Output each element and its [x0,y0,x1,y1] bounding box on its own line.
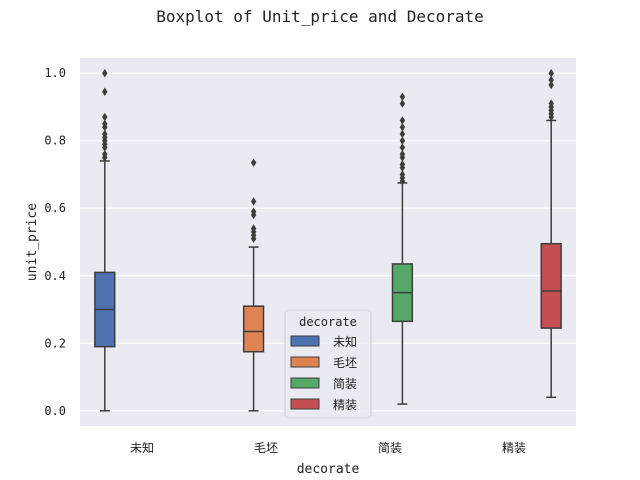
outlier-point [250,207,257,216]
x-tick-label: 简装 [378,441,402,455]
outlier-point [399,136,406,145]
outlier-point [250,224,257,233]
legend-label: 简装 [333,377,357,391]
y-tick-label: 0.2 [44,336,66,350]
y-axis-ticks: 0.0 0.2 0.4 0.6 0.8 1.0 [44,66,66,418]
x-tick-label: 未知 [130,441,154,455]
y-axis-label: unit_price [25,203,40,281]
outlier-point [399,123,406,132]
outlier-point [250,158,257,167]
outlier-point [102,129,108,139]
iqr-box [242,305,265,353]
y-tick-label: 0.0 [44,404,66,418]
legend-label: 毛坯 [333,356,357,370]
legend-swatch [290,398,320,410]
y-tick-label: 0.8 [44,134,66,148]
x-axis-ticks: 未知 毛坯 简装 精装 [130,441,526,455]
outlier-point [399,116,406,125]
outlier-point [102,119,108,129]
outlier-point [102,112,108,122]
outlier-point [399,150,406,159]
legend-title: decorate [299,315,357,329]
box-1 [94,68,116,412]
outlier-point [548,80,554,90]
box-2 [242,158,265,412]
outlier-point [102,87,108,96]
x-axis-label: decorate [297,462,360,477]
y-tick-label: 0.4 [44,269,66,283]
outlier-point [250,197,257,206]
x-tick-label: 毛坯 [254,441,278,455]
outlier-point [102,68,108,78]
box-3 [391,92,414,405]
y-tick-label: 0.6 [44,201,66,215]
legend-label: 未知 [333,335,357,349]
legend-swatch [290,335,320,347]
iqr-box [540,242,562,329]
outlier-point [399,92,406,102]
outlier-point [399,160,406,169]
outlier-point [548,75,554,85]
outlier-point [399,99,406,108]
outlier-point [548,99,554,108]
box-4 [540,68,562,399]
outlier-point [399,143,406,152]
outlier-point [399,170,406,179]
outlier-point [399,129,406,139]
legend-label: 精装 [333,398,357,412]
boxes [94,68,562,412]
outlier-point [102,150,108,159]
y-tick-label: 1.0 [44,66,66,80]
legend-swatch [290,377,320,389]
x-tick-label: 精装 [502,441,526,455]
chart-title: Boxplot of Unit_price and Decorate [156,7,484,26]
outlier-point [548,68,554,78]
legend-swatch [290,356,320,368]
